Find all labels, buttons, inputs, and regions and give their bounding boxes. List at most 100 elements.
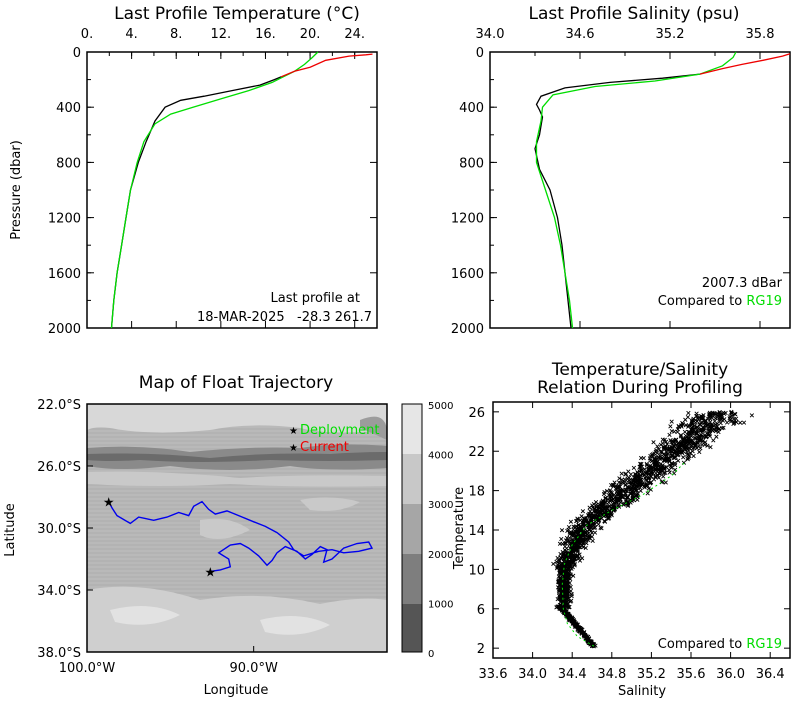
ts-point [732,411,737,417]
y-tick-label: 2000 [48,322,81,337]
ts-point [660,441,665,446]
ts-point [554,605,559,610]
lat-tick-label: 30.0°S [37,522,81,537]
ts-point [568,519,574,524]
ts-point [686,452,691,458]
temperature-tick-label: 26 [468,406,485,421]
ts-point [645,491,650,496]
ts-point [649,459,654,464]
ts-point [724,420,730,425]
lat-tick-label: 38.0°S [37,646,81,661]
ts-point [749,413,755,418]
climatology-profile-line [110,51,319,329]
ts-point [580,541,585,546]
ts-point [561,552,566,557]
ts-point [695,440,700,445]
ts-point [701,426,706,431]
ts-point [631,494,636,499]
ts-point [653,473,658,479]
ts-point [564,561,569,566]
ts-point [563,538,569,543]
ts-point [651,440,656,445]
ts-point [596,509,601,514]
ts-point [689,434,694,439]
salinity-tick-label: 36.4 [756,667,785,682]
ts-point [568,572,573,577]
ts-point [635,497,640,502]
ts-point [652,467,657,472]
ts-point [695,440,700,446]
ts-point [610,482,616,488]
ts-point [636,476,641,481]
colorbar-tick-label: 2000 [428,550,453,561]
ts-point [652,451,657,456]
ts-point [558,584,563,589]
ts-point [667,432,672,438]
ts-point [556,589,562,594]
latitude-axis-label: Latitude [3,503,18,557]
y-tick-label: 800 [56,156,81,171]
ts-point [661,446,666,452]
bathymetry-background [87,404,387,652]
ts-point [703,440,708,445]
ts-point [587,513,592,518]
ts-point [555,596,560,602]
ts-point [563,571,568,577]
ts-point [681,455,686,460]
ts-point [590,538,595,544]
ts-point [664,450,669,455]
ts-point [634,483,639,488]
ts-point [617,476,622,481]
ts-point [665,457,671,462]
ts-point [618,496,623,502]
temperature-axis-label: Temperature [452,487,467,570]
ts-point [674,452,679,457]
ts-point [575,552,580,558]
ts-point [699,420,705,425]
ts-point [662,437,667,442]
ts-point [581,524,587,529]
colorbar-tick-label: 4000 [428,451,453,462]
temperature-ticks: 0. 4. 8. 12. 16. 20. 24. 0 400 800 1200 1600 2000 [48,27,378,337]
ts-point [584,518,590,523]
temperature-series [110,51,373,329]
ts-point [556,593,562,598]
ts-point [569,532,575,538]
ts-point [632,478,637,483]
ts-point [669,449,674,454]
x-tick-label: 20. [300,27,321,42]
ts-point [608,493,613,498]
ts-point [671,443,677,448]
salinity-tick-label: 34.4 [558,667,587,682]
map-title: Map of Float Trajectory [139,373,333,393]
ts-point [616,492,622,497]
ts-point [656,464,661,469]
ts-point [635,491,640,496]
ts-point [603,495,608,500]
ts-point [606,492,611,498]
ts-point [564,546,569,551]
ts-point [557,570,562,576]
ts-point [612,480,617,485]
ts-point [567,561,572,566]
salinity-tick-label: 33.6 [479,667,508,682]
ts-point [691,453,696,459]
ts-point [551,561,556,567]
ts-point [565,586,571,591]
ts-point [669,419,674,424]
ts-point [692,425,697,431]
ts-point [559,536,564,542]
salinity-tick-label: 36.0 [716,667,745,682]
ts-point [571,573,576,578]
salinity-tick-label: 34.8 [597,667,626,682]
salinity-axis-label: Salinity [618,684,666,699]
ts-point [587,505,592,510]
comparison-prefix: Compared to [658,294,747,309]
x-tick-label: 4. [125,27,137,42]
ts-point [685,457,690,462]
ts-point [729,409,734,415]
ts-point [565,528,570,534]
ts-point [557,541,563,546]
ts-point [684,446,690,452]
ts-point [566,605,571,610]
